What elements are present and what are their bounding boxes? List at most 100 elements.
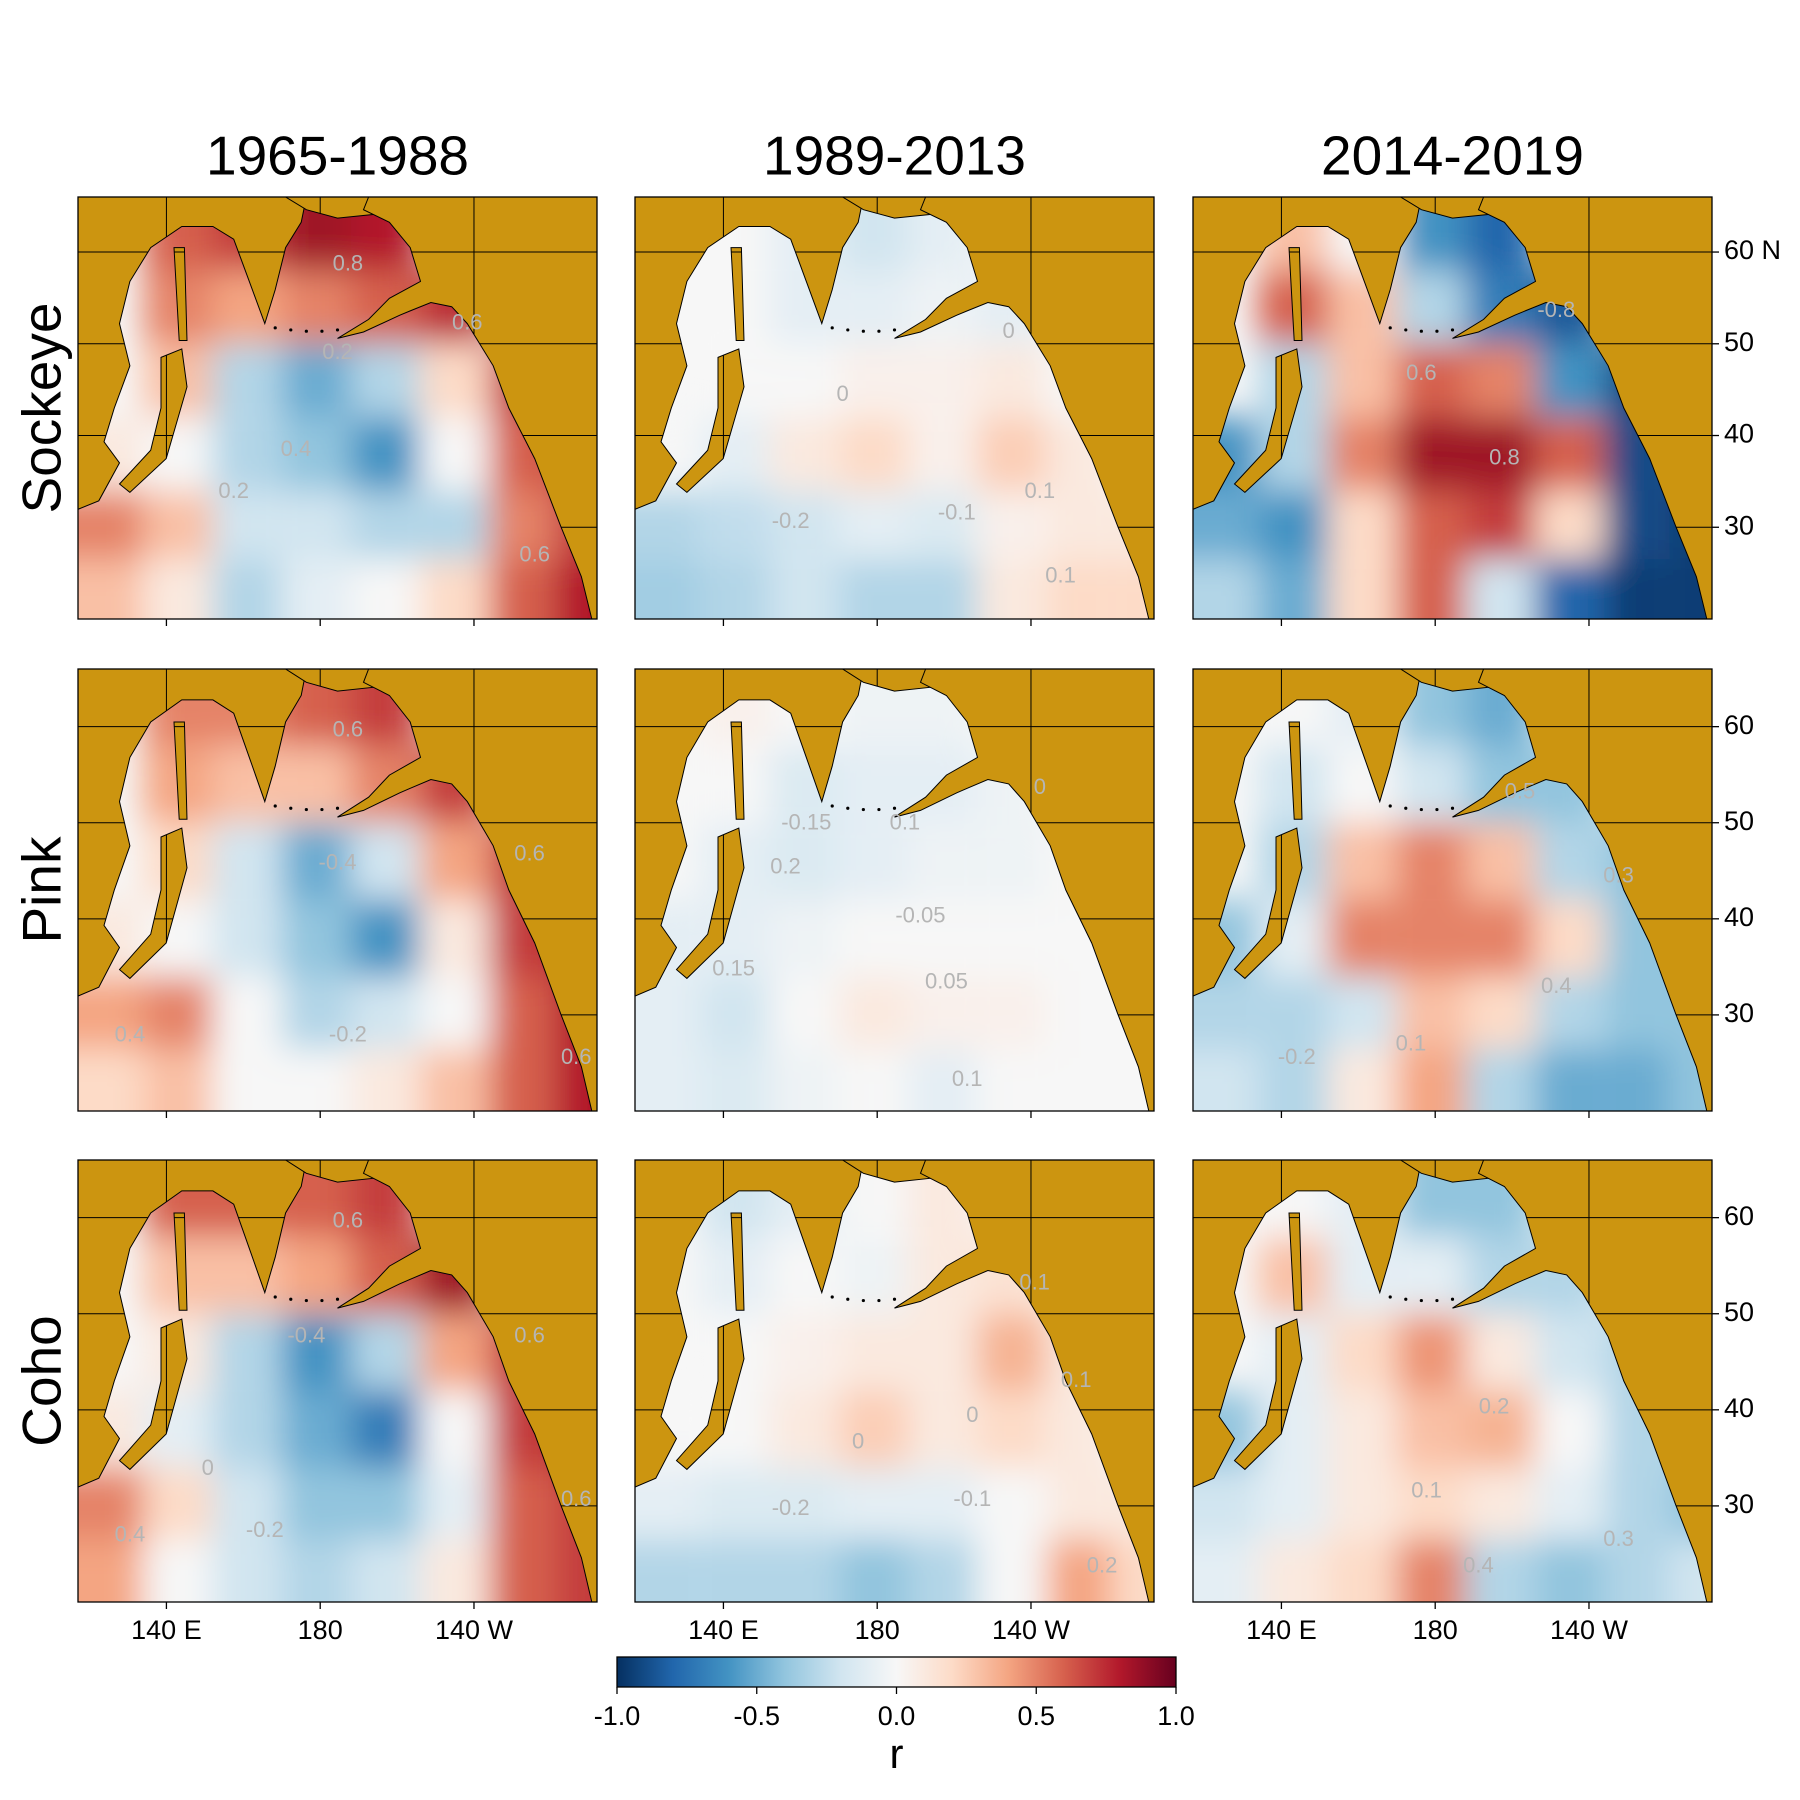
correlation-cell [420, 899, 490, 977]
correlation-cell [281, 899, 351, 977]
land [173, 1212, 188, 1311]
correlation-cell [769, 490, 839, 560]
correlation-cell [212, 1467, 282, 1540]
correlation-cell [420, 490, 490, 560]
panel-frame [1192, 668, 1713, 1112]
map-panel: 0.6 -0.4 0.4 -0.2 0.6 0.6 [78, 669, 597, 1111]
panel-frame [634, 196, 1155, 620]
correlation-cell [1535, 343, 1605, 418]
x-tick-label: 180 [1413, 1615, 1458, 1645]
correlation-cell [700, 1467, 770, 1540]
correlation-cell [1258, 1467, 1328, 1540]
correlation-cell [350, 490, 421, 560]
contour-label: 0 [836, 381, 848, 406]
land [1399, 197, 1505, 219]
correlation-cell [1465, 343, 1536, 418]
correlation-cell [143, 1467, 213, 1540]
correlation-cell [489, 1539, 555, 1602]
correlation-cell [350, 1313, 421, 1391]
correlation-cell [489, 976, 555, 1049]
correlation-cell [489, 1048, 555, 1111]
island [335, 328, 340, 332]
correlation-cell [1327, 1048, 1397, 1111]
correlation-cell [489, 1467, 555, 1540]
contour-label: 0.2 [322, 339, 353, 364]
correlation-cell [1535, 1539, 1605, 1602]
contour-label: 0.6 [514, 840, 545, 865]
map-panel: 0.6 -0.4 0 0.4 -0.2 0.6 0.6 [78, 1160, 597, 1602]
island [304, 807, 308, 812]
correlation-cell [420, 417, 490, 491]
island [861, 329, 865, 333]
correlation-cell [977, 1390, 1047, 1468]
island [273, 1295, 277, 1299]
correlation-cell [1396, 490, 1466, 560]
correlation-cell [769, 1390, 839, 1468]
correlation-cell [281, 976, 351, 1049]
contour-label: 0.2 [1087, 1552, 1118, 1577]
correlation-cell [212, 343, 282, 418]
land [894, 669, 1154, 1111]
land [675, 827, 745, 980]
land [1399, 669, 1505, 692]
land [337, 669, 597, 1111]
correlation-cell [1327, 1539, 1397, 1602]
colorbar-tick-label: 0.5 [1017, 1701, 1055, 1731]
colorbar-tick-label: -0.5 [733, 1701, 780, 1731]
correlation-cell [281, 1539, 351, 1602]
correlation-cell [212, 559, 282, 619]
island [1388, 326, 1392, 330]
correlation-cell [281, 1467, 351, 1540]
contour-label: 0.4 [1463, 1552, 1494, 1577]
island [892, 1297, 897, 1301]
correlation-cell [700, 1539, 770, 1602]
contour-label: 0 [852, 1429, 864, 1454]
correlation-cell [977, 1048, 1047, 1111]
correlation-cell [907, 1390, 978, 1468]
contour-label: 0.15 [712, 955, 755, 980]
contour-label: 0.1 [1045, 563, 1076, 588]
y-tick-label: 60 N [1724, 235, 1781, 265]
island [1404, 1297, 1408, 1301]
correlation-cell [420, 1313, 490, 1391]
land [337, 1160, 597, 1602]
heatmap [78, 669, 597, 1111]
island [1404, 328, 1408, 332]
island [1419, 329, 1423, 333]
map-panel: 0.1 0 0.1 0 -0.1 -0.2 0.2 [635, 1160, 1154, 1602]
correlation-cell [1046, 1539, 1112, 1602]
correlation-cell [1535, 490, 1605, 560]
correlation-cell [1396, 1390, 1466, 1468]
correlation-cell [350, 899, 421, 977]
contour-label: -0.4 [287, 1323, 325, 1348]
correlation-cell [1046, 976, 1112, 1049]
correlation-cell [838, 417, 908, 491]
correlation-cell [1535, 1390, 1605, 1468]
correlation-cell [1604, 1539, 1670, 1602]
land [1233, 348, 1303, 494]
correlation-cell [212, 1390, 282, 1468]
correlation-cell [1258, 490, 1328, 560]
panel-frame [1192, 1159, 1713, 1603]
correlation-cell [1396, 1467, 1466, 1540]
contour-label: 0.1 [1396, 1031, 1427, 1056]
island [1435, 1298, 1439, 1303]
land [1233, 1318, 1303, 1471]
correlation-cell [1396, 1048, 1466, 1111]
colorbar-tick-label: 1.0 [1157, 1701, 1195, 1731]
correlation-cell [1046, 1048, 1112, 1111]
correlation-cell [907, 1313, 978, 1391]
correlation-cell [838, 270, 908, 344]
correlation-cell [1046, 559, 1112, 619]
correlation-cell [281, 559, 351, 619]
correlation-cell [350, 1048, 421, 1111]
correlation-cell [1535, 1048, 1605, 1111]
correlation-cell [1396, 1539, 1466, 1602]
correlation-cell [1327, 899, 1397, 977]
correlation-cell [838, 490, 908, 560]
y-tick-label: 30 [1724, 998, 1754, 1028]
correlation-cell [769, 822, 839, 900]
contour-label: 0.6 [333, 1208, 364, 1233]
land [1399, 1160, 1505, 1183]
correlation-cell [1327, 490, 1397, 560]
